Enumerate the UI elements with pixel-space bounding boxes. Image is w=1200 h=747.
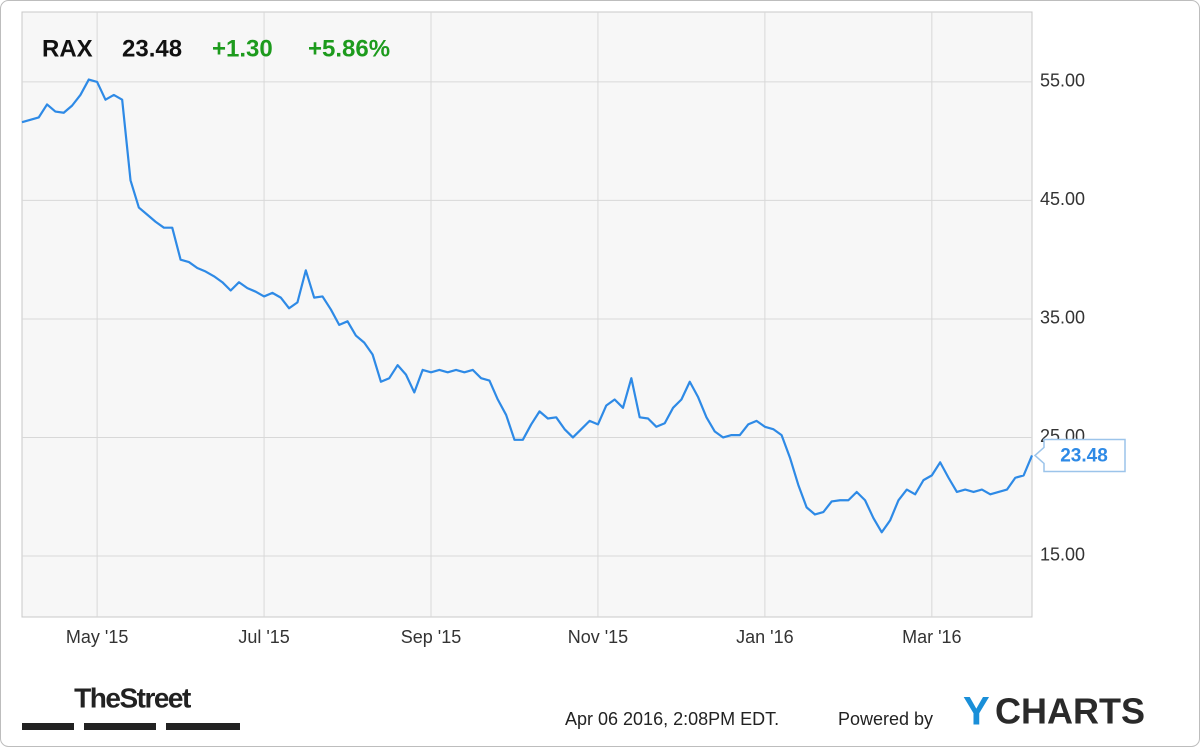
grid: [22, 12, 1032, 617]
brand-mark: Y: [963, 690, 990, 734]
x-tick-label: Sep '15: [401, 627, 462, 647]
y-tick-label: 15.00: [1040, 545, 1085, 565]
x-tick-label: Nov '15: [568, 627, 628, 647]
publisher-logo: TheStreet: [74, 682, 191, 713]
logo-bar: [22, 723, 74, 730]
change: +1.30: [212, 35, 273, 62]
ticker: RAX: [42, 35, 93, 62]
brand-name: CHARTS: [995, 691, 1145, 732]
last-price-callout: [1033, 438, 1126, 473]
logo-bar: [84, 723, 156, 730]
change-percent: +5.86%: [308, 35, 390, 62]
x-tick-label: Jul '15: [238, 627, 289, 647]
last-price-label: 23.48: [1060, 445, 1108, 466]
price-line: [21, 78, 1034, 534]
marks: [21, 78, 1034, 534]
plot-area: [21, 11, 1033, 618]
logo-bar: [166, 723, 240, 730]
x-tick-label: Jan '16: [736, 627, 793, 647]
x-tick-label: Mar '16: [902, 627, 961, 647]
y-tick-label: 55.00: [1040, 71, 1085, 91]
timestamp: Apr 06 2016, 2:08PM EDT.: [565, 709, 779, 729]
y-tick-label: 35.00: [1040, 308, 1085, 328]
last-price: 23.48: [122, 35, 182, 62]
x-tick-label: May '15: [66, 627, 128, 647]
y-tick-label: 45.00: [1040, 189, 1085, 209]
powered-by: Powered by: [838, 709, 933, 729]
